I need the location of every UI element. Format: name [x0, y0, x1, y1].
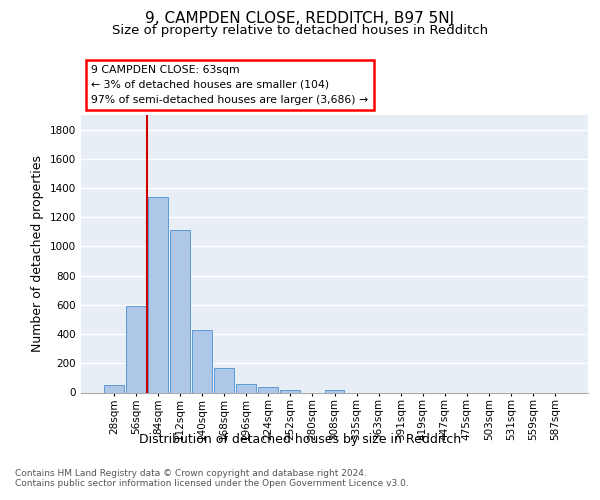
Bar [259, 386, 278, 392]
Bar [280, 390, 301, 392]
Bar [148, 197, 168, 392]
Bar [126, 306, 146, 392]
Bar [170, 230, 190, 392]
Bar [214, 368, 234, 392]
Bar [192, 330, 212, 392]
Text: Size of property relative to detached houses in Redditch: Size of property relative to detached ho… [112, 24, 488, 37]
Bar [104, 385, 124, 392]
Text: 9, CAMPDEN CLOSE, REDDITCH, B97 5NJ: 9, CAMPDEN CLOSE, REDDITCH, B97 5NJ [145, 11, 455, 26]
Text: 9 CAMPDEN CLOSE: 63sqm
← 3% of detached houses are smaller (104)
97% of semi-det: 9 CAMPDEN CLOSE: 63sqm ← 3% of detached … [91, 65, 368, 104]
Y-axis label: Number of detached properties: Number of detached properties [31, 155, 44, 352]
Bar [325, 390, 344, 392]
Text: Contains HM Land Registry data © Crown copyright and database right 2024.
Contai: Contains HM Land Registry data © Crown c… [15, 469, 409, 488]
Bar [236, 384, 256, 392]
Text: Distribution of detached houses by size in Redditch: Distribution of detached houses by size … [139, 434, 461, 446]
